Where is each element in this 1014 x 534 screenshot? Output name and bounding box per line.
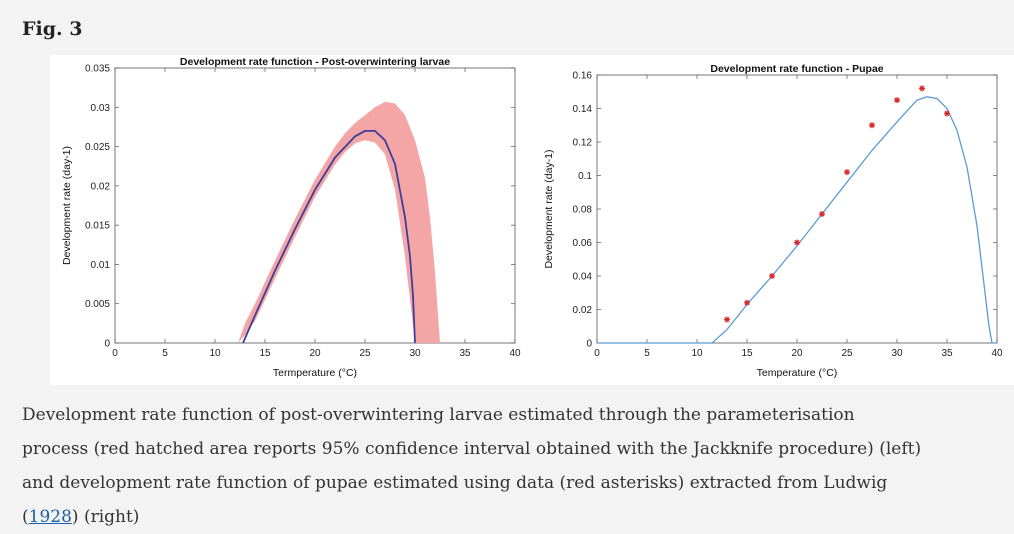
- charts-svg: Development rate function - Post-overwin…: [61, 56, 1003, 379]
- y-tick-label: 0.16: [573, 71, 593, 82]
- y-tick-label: 0.06: [573, 238, 593, 249]
- y-tick-label: 0.03: [91, 103, 111, 114]
- x-tick-label: 25: [841, 348, 853, 359]
- y-tick-label: 0: [104, 339, 110, 350]
- caption-line-4: (1928) (right): [22, 500, 1002, 534]
- caption-paren-open: (: [22, 507, 29, 527]
- data-point-stroke: [794, 239, 800, 246]
- chart-title: Development rate function - Post-overwin…: [180, 56, 450, 68]
- data-point: [869, 122, 875, 129]
- confidence-band: [238, 101, 440, 343]
- y-tick-label: 0.1: [578, 171, 592, 182]
- y-tick-label: 0.015: [85, 221, 110, 232]
- series-line: [242, 130, 416, 344]
- chart-1: Development rate function - Post-overwin…: [61, 56, 521, 379]
- x-tick-label: 15: [259, 348, 271, 359]
- x-tick-label: 40: [509, 348, 521, 359]
- y-tick-label: 0.035: [85, 64, 110, 75]
- caption-line-1: Development rate function of post-overwi…: [22, 405, 855, 425]
- data-point-stroke: [724, 316, 730, 323]
- citation-link[interactable]: 1928: [28, 507, 72, 527]
- x-tick-label: 5: [162, 348, 168, 359]
- data-point: [769, 273, 775, 279]
- data-point-stroke: [744, 300, 750, 306]
- y-tick-label: 0.005: [85, 299, 110, 310]
- y-tick-label: 0.02: [91, 181, 111, 192]
- x-tick-label: 10: [691, 348, 703, 359]
- x-tick-label: 30: [409, 348, 421, 359]
- y-tick-label: 0: [586, 339, 592, 350]
- y-tick-label: 0.12: [573, 138, 593, 149]
- caption-line-2: process (red hatched area reports 95% co…: [22, 439, 922, 459]
- data-point: [724, 316, 730, 323]
- data-point-stroke: [944, 110, 950, 117]
- y-tick-label: 0.025: [85, 142, 110, 153]
- fitted-curve: [597, 96, 997, 344]
- figure-panel: Development rate function - Post-overwin…: [50, 55, 1014, 385]
- data-point-stroke: [819, 211, 825, 217]
- y-tick-label: 0.01: [91, 260, 111, 271]
- x-tick-label: 25: [359, 348, 371, 359]
- chart-title: Development rate function - Pupae: [710, 63, 883, 75]
- y-tick-label: 0.14: [573, 104, 593, 115]
- caption-line-4-tail: ) (right): [71, 507, 140, 527]
- plot-frame: [114, 67, 516, 344]
- x-tick-label: 20: [791, 348, 803, 359]
- data-point-stroke: [769, 273, 775, 279]
- y-axis-label: Development rate (day-1): [543, 149, 555, 268]
- x-tick-label: 0: [594, 348, 600, 359]
- data-point: [944, 110, 950, 117]
- data-point-stroke: [869, 122, 875, 128]
- x-tick-label: 5: [644, 348, 650, 359]
- x-tick-label: 10: [209, 348, 221, 359]
- chart-2: Development rate function - Pupae 0 5 10 15 2…: [543, 63, 1003, 379]
- caption-line-3: and development rate function of pupae e…: [22, 473, 888, 493]
- data-point-stroke: [844, 169, 850, 175]
- data-point: [744, 299, 750, 306]
- data-point-stroke: [894, 97, 900, 103]
- x-tick-label: 15: [741, 348, 753, 359]
- data-point-stroke: [919, 85, 925, 92]
- x-tick-label: 20: [309, 348, 321, 359]
- y-tick-label: 0.02: [573, 305, 593, 316]
- data-point: [919, 85, 925, 92]
- data-point: [819, 211, 825, 218]
- x-tick-label: 35: [941, 348, 953, 359]
- x-axis-label: Temperature (°C): [757, 367, 838, 379]
- x-tick-label: 0: [112, 348, 118, 359]
- data-point: [894, 97, 900, 104]
- y-axis-label: Development rate (day-1): [61, 146, 73, 265]
- x-axis-label: Termperature (°C): [273, 367, 357, 379]
- figure-caption: Development rate function of post-overwi…: [22, 398, 1002, 534]
- data-point: [794, 239, 800, 246]
- x-tick-label: 30: [891, 348, 903, 359]
- plot-frame: [596, 74, 998, 344]
- data-point: [844, 169, 850, 176]
- x-tick-label: 40: [991, 348, 1003, 359]
- figure-label: Fig. 3: [22, 18, 83, 40]
- x-tick-label: 35: [459, 348, 471, 359]
- y-tick-label: 0.08: [573, 205, 593, 216]
- y-tick-label: 0.04: [573, 272, 593, 283]
